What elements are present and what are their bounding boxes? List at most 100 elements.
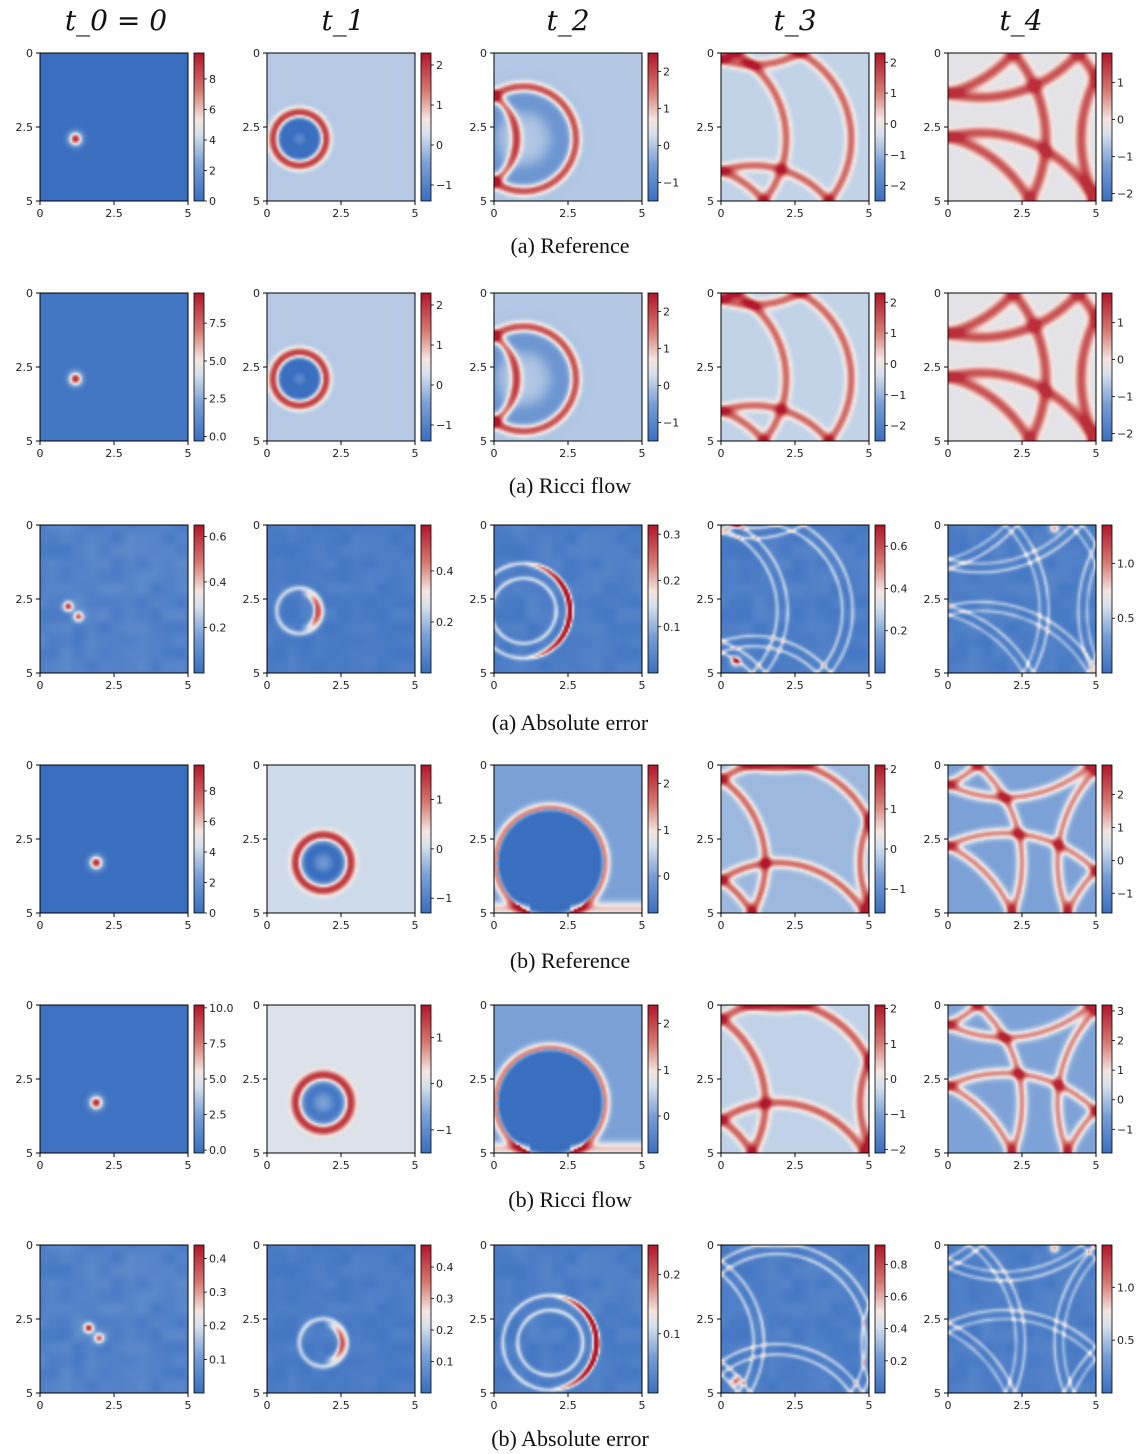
colorbar-tick-label: 0 — [1117, 114, 1124, 127]
colorbar — [1102, 525, 1112, 673]
colorbar-tick-label: 2 — [890, 296, 897, 309]
colorbar-tick-label: −1 — [890, 1108, 906, 1121]
colorbar-tick-label: 0.0 — [209, 430, 227, 443]
colorbar-tick-label: −1 — [890, 149, 906, 162]
colorbar — [194, 765, 204, 913]
x-tick-label: 2.5 — [1013, 919, 1031, 932]
x-tick-label: 5 — [639, 679, 646, 692]
colorbar — [1102, 53, 1112, 201]
colorbar-tick-label: 1 — [890, 87, 897, 100]
heatmap-image — [948, 765, 1096, 913]
x-tick-label: 5 — [1093, 679, 1100, 692]
colorbar-tick-label: 0.2 — [209, 1320, 227, 1333]
colorbar-tick-label: −1 — [1117, 1123, 1133, 1136]
x-tick-label: 0 — [718, 207, 725, 220]
y-tick-label: 0 — [707, 759, 714, 772]
colorbar-frame — [647, 764, 659, 914]
y-tick-label: 5 — [480, 195, 487, 208]
heatmap-image — [40, 53, 188, 201]
x-tick-label: 2.5 — [332, 207, 350, 220]
y-tick-label: 0 — [707, 287, 714, 300]
y-tick-label: 5 — [253, 667, 260, 680]
y-tick-label: 2.5 — [470, 593, 488, 606]
x-tick-label: 5 — [866, 1399, 873, 1412]
colorbar-tick-label: −1 — [1117, 887, 1133, 900]
colorbar-tick-label: 8 — [209, 73, 216, 86]
colorbar-tick-label: 0 — [890, 843, 897, 856]
colorbar-tick-label: 1.0 — [1117, 1281, 1135, 1294]
heatmap-image — [721, 293, 869, 441]
x-tick-label: 2.5 — [786, 1159, 804, 1172]
colorbar-tick-label: 2.5 — [209, 1109, 227, 1122]
panel-r5-c0: 0 2.5 502.550.10.20.30.4 — [16, 1239, 227, 1412]
colorbar-tick-label: −2 — [890, 420, 906, 433]
row-caption-3: (b) Reference — [510, 948, 630, 973]
x-tick-label: 0 — [491, 1399, 498, 1412]
x-tick-label: 0 — [37, 1399, 44, 1412]
y-tick-label: 5 — [480, 435, 487, 448]
x-tick-label: 0 — [37, 679, 44, 692]
x-tick-label: 5 — [639, 1159, 646, 1172]
y-tick-label: 0 — [707, 1239, 714, 1252]
colorbar — [194, 1005, 204, 1153]
colorbar-tick-label: 2 — [663, 1018, 670, 1031]
panel-r2-c1: 0 2.5 502.550.20.4 — [243, 519, 454, 692]
x-tick-label: 0 — [264, 207, 271, 220]
y-tick-label: 5 — [934, 1387, 941, 1400]
colorbar-tick-label: −1 — [663, 177, 679, 190]
x-tick-label: 0 — [491, 1159, 498, 1172]
y-tick-label: 0 — [480, 1239, 487, 1252]
y-tick-label: 2.5 — [16, 1313, 34, 1326]
y-tick-label: 0 — [26, 287, 33, 300]
x-tick-label: 2.5 — [105, 207, 123, 220]
colorbar-tick-label: 2 — [663, 306, 670, 319]
colorbar-tick-label: 1 — [663, 824, 670, 837]
column-title-2: t_2 — [546, 4, 589, 37]
row-captions: (a) Reference (a) Ricci flow (a) Absolute … — [491, 233, 649, 1451]
x-tick-label: 5 — [639, 919, 646, 932]
colorbar-tick-label: 1 — [663, 1064, 670, 1077]
colorbar — [875, 1005, 885, 1153]
colorbar-tick-label: −1 — [436, 1124, 452, 1137]
colorbar-tick-label: 0.6 — [890, 1290, 908, 1303]
y-tick-label: 2.5 — [16, 833, 34, 846]
y-tick-label: 0 — [934, 759, 941, 772]
x-tick-label: 5 — [866, 1159, 873, 1172]
colorbar — [421, 765, 431, 913]
y-tick-label: 2.5 — [16, 121, 34, 134]
colorbar-tick-label: −1 — [890, 389, 906, 402]
colorbar-tick-label: 1 — [436, 794, 443, 807]
colorbar-tick-label: 0.1 — [663, 621, 681, 634]
y-tick-label: 5 — [26, 907, 33, 920]
x-tick-label: 2.5 — [786, 1399, 804, 1412]
heatmap-image — [267, 525, 415, 673]
colorbar — [194, 53, 204, 201]
x-tick-label: 5 — [412, 1399, 419, 1412]
x-tick-label: 2.5 — [1013, 207, 1031, 220]
heatmap-image — [40, 765, 188, 913]
colorbar-tick-label: 1 — [1117, 317, 1124, 330]
panel-r1-c4: 0 2.5 502.55−2−101 — [924, 287, 1134, 460]
colorbar-tick-label: 0.2 — [436, 1324, 454, 1337]
x-tick-label: 2.5 — [559, 207, 577, 220]
colorbar-tick-label: 0.4 — [436, 1261, 454, 1274]
y-tick-label: 5 — [253, 435, 260, 448]
colorbar-tick-label: 0 — [663, 140, 670, 153]
x-tick-label: 0 — [945, 919, 952, 932]
y-tick-label: 5 — [480, 907, 487, 920]
colorbar-frame — [874, 1244, 886, 1394]
x-tick-label: 0 — [264, 679, 271, 692]
x-tick-label: 0 — [491, 447, 498, 460]
colorbar — [421, 293, 431, 441]
colorbar-tick-label: 1 — [663, 103, 670, 116]
row-caption-5: (b) Absolute error — [491, 1426, 649, 1451]
y-tick-label: 5 — [707, 1147, 714, 1160]
colorbar-tick-label: 0 — [436, 843, 443, 856]
x-tick-label: 5 — [866, 447, 873, 460]
